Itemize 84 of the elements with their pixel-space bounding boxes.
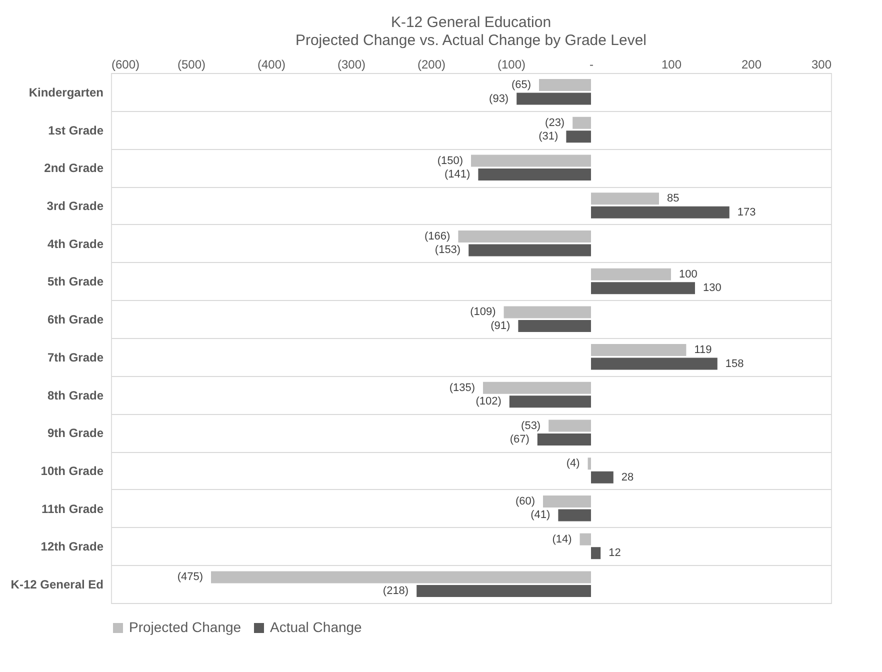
x-tick-label: (500) [177, 58, 206, 72]
x-tick-label: 100 [661, 58, 682, 72]
y-tick-label: 4th Grade [47, 236, 104, 251]
bar [588, 458, 591, 470]
bar [471, 154, 591, 167]
bar [516, 92, 591, 105]
data-label: 130 [703, 282, 722, 294]
y-tick-label: 7th Grade [47, 350, 104, 364]
bar [591, 344, 686, 356]
bar [591, 282, 695, 294]
bar [509, 396, 591, 408]
y-tick-label: 10th Grade [40, 464, 104, 478]
data-label: (41) [530, 509, 550, 522]
bar [537, 434, 591, 446]
y-tick-label: Kindergarten [28, 85, 104, 100]
x-tick-label: (300) [337, 58, 366, 72]
bar [572, 116, 591, 129]
bar [558, 509, 591, 522]
bar [543, 495, 591, 508]
bar [483, 382, 591, 394]
bar [548, 420, 591, 432]
y-tick-label: 2nd Grade [44, 161, 104, 176]
x-tick-label: (400) [257, 58, 286, 72]
x-tick-label: (200) [417, 58, 446, 72]
bar [591, 206, 730, 218]
x-tick-label: (600) [112, 58, 140, 72]
y-tick-label: 12th Grade [40, 540, 104, 554]
data-label: (53) [521, 420, 541, 432]
bar [478, 168, 591, 181]
bar [566, 130, 591, 143]
data-label: (31) [538, 130, 558, 143]
bar [580, 533, 591, 546]
x-tick-label: 200 [741, 58, 762, 72]
bar [458, 230, 591, 242]
bar [591, 471, 614, 484]
chart-subtitle: Projected Change vs. Actual Change by Grade Level [295, 32, 647, 49]
legend-label: Projected Change [129, 619, 242, 635]
legend-label: Actual Change [270, 619, 362, 635]
bar [591, 192, 659, 205]
data-label: (102) [476, 396, 502, 408]
data-label: (23) [545, 116, 565, 129]
y-tick-label: 11th Grade [41, 502, 104, 516]
data-label: 12 [608, 547, 621, 560]
bar [591, 268, 671, 280]
data-label: 158 [725, 358, 744, 370]
bar [591, 358, 718, 370]
x-tick-label: (100) [497, 58, 526, 72]
x-tick-label: - [590, 58, 594, 72]
data-label: (141) [444, 168, 470, 181]
data-label: (135) [449, 382, 475, 394]
data-label: 28 [621, 471, 634, 484]
bar [591, 547, 601, 560]
data-label: (67) [510, 434, 530, 446]
data-label: (65) [511, 79, 531, 92]
data-label: (60) [515, 495, 535, 508]
data-label: 173 [737, 206, 756, 218]
bar [518, 320, 591, 332]
data-label: (475) [177, 571, 203, 584]
data-label: 119 [694, 344, 712, 356]
y-tick-label: 1st Grade [48, 123, 104, 138]
data-label: 85 [667, 192, 680, 205]
data-label: (218) [382, 584, 409, 597]
bar [468, 244, 591, 256]
data-label: (93) [489, 92, 509, 105]
y-tick-label: 8th Grade [47, 388, 104, 402]
bar [539, 79, 591, 92]
data-label: (153) [434, 244, 461, 256]
bar [504, 306, 591, 318]
data-label: 100 [679, 268, 698, 280]
y-tick-label: 5th Grade [47, 274, 104, 289]
data-label: (14) [552, 533, 572, 546]
chart-title: K-12 General Education [390, 14, 552, 31]
data-label: (150) [437, 154, 463, 167]
data-label: (166) [424, 230, 450, 242]
data-label: (109) [470, 306, 496, 318]
y-tick-label: 6th Grade [47, 312, 104, 327]
data-label: (4) [566, 458, 580, 470]
bar [211, 571, 591, 584]
bar [416, 584, 591, 597]
y-tick-label: 3rd Grade [46, 199, 104, 213]
y-tick-label: 9th Grade [47, 426, 104, 440]
x-tick-label: 300 [811, 58, 832, 72]
y-tick-label: K-12 General Ed [10, 578, 104, 592]
data-label: (91) [490, 320, 510, 332]
